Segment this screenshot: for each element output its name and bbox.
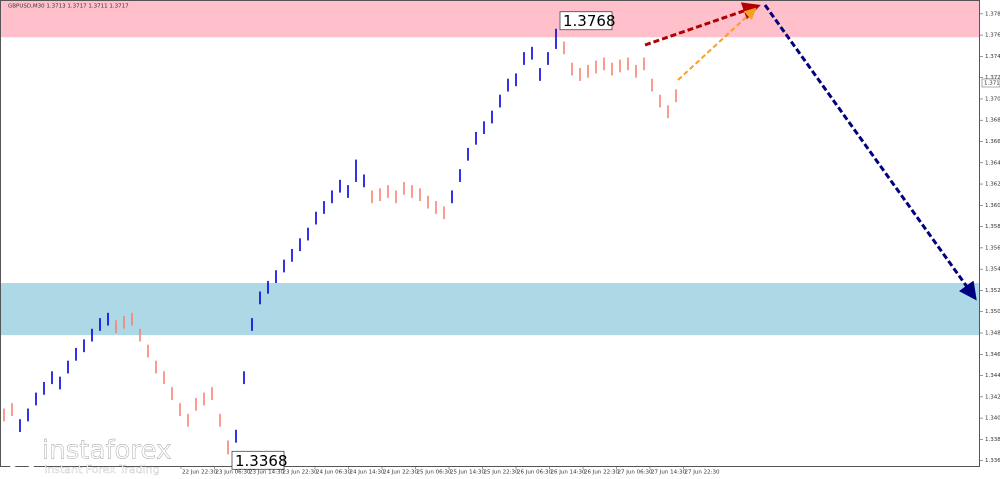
x-tick-label: 25 Jun 06:30 [417,470,452,476]
y-tick-label: 1.3502 [985,309,1000,315]
forecast-arrow [677,7,757,81]
x-tick-label: 26 Jun 14:30 [551,470,586,476]
annotation-box [559,11,613,31]
y-tick-label: 1.3382 [985,437,1000,443]
x-tick-label: 26 Jun 22:30 [584,470,619,476]
x-tick-label: 27 Jun 22:30 [685,470,720,476]
y-tick-label: 1.3562 [985,245,1000,251]
y-tick-label: 1.3442 [985,373,1000,379]
x-tick-label: 23 Jun 22:30 [283,470,318,476]
annotation: 1.3368 [235,452,288,470]
x-tick-label: 23 Jun 06:30 [216,470,251,476]
annotation-box [231,450,285,470]
y-tick-label: 1.3482 [985,331,1000,337]
y-tick-label: 1.3682 [985,118,1000,124]
x-tick-label: 23 Jun 14:30 [249,470,284,476]
y-tick-label: 1.3762 [985,33,1000,39]
x-tick-label: 24 Jun 06:30 [316,470,351,476]
x-tick-label: 25 Jun 22:30 [484,470,519,476]
y-tick-label: 1.3622 [985,182,1000,188]
y-tick-label: 1.3602 [985,203,1000,209]
chart-title: GBPUSD,M30 1.3713 1.3717 1.3711 1.3717 [8,4,129,10]
y-tick-label: 1.3742 [985,54,1000,60]
y-tick-label: 1.3702 [985,96,1000,102]
y-tick-label: 1.3662 [985,139,1000,145]
logo: instaforex Instant Forex Trading [5,435,172,476]
y-tick-label: 1.3462 [985,352,1000,358]
current-price: 1.3717 [984,80,1000,86]
logo-icon [17,450,27,460]
x-tick-label: 27 Jun 14:30 [651,470,686,476]
y-tick-label: 1.3642 [985,160,1000,166]
y-tick-label: 1.3522 [985,288,1000,294]
y-tick-label: 1.3582 [985,224,1000,230]
forecast-arrow [644,2,761,47]
x-tick-label: 22 Jun 22:30 [182,470,217,476]
x-tick-label: 25 Jun 14:30 [450,470,485,476]
x-tick-label: 26 Jun 06:30 [517,470,552,476]
y-tick-label: 1.3402 [985,416,1000,422]
y-tick-label: 1.3422 [985,394,1000,400]
x-tick-label: 24 Jun 14:30 [350,470,385,476]
logo-tagline: Instant Forex Trading [44,463,160,476]
x-tick-label: 24 Jun 22:30 [383,470,418,476]
current-price-box [981,78,1000,88]
y-tick-label: 1.3542 [985,267,1000,273]
y-tick-label: 1.3722 [985,75,1000,81]
forecast-arrow [763,4,977,301]
y-tick-label: 1.3362 [985,458,1000,464]
logo-icon [5,438,39,472]
x-tick-label: 27 Jun 06:30 [618,470,653,476]
logo-name: instaforex [42,436,171,466]
zone [0,283,980,336]
zone [0,0,980,38]
annotation: 1.3768 [563,12,616,30]
plot-border [0,0,980,467]
